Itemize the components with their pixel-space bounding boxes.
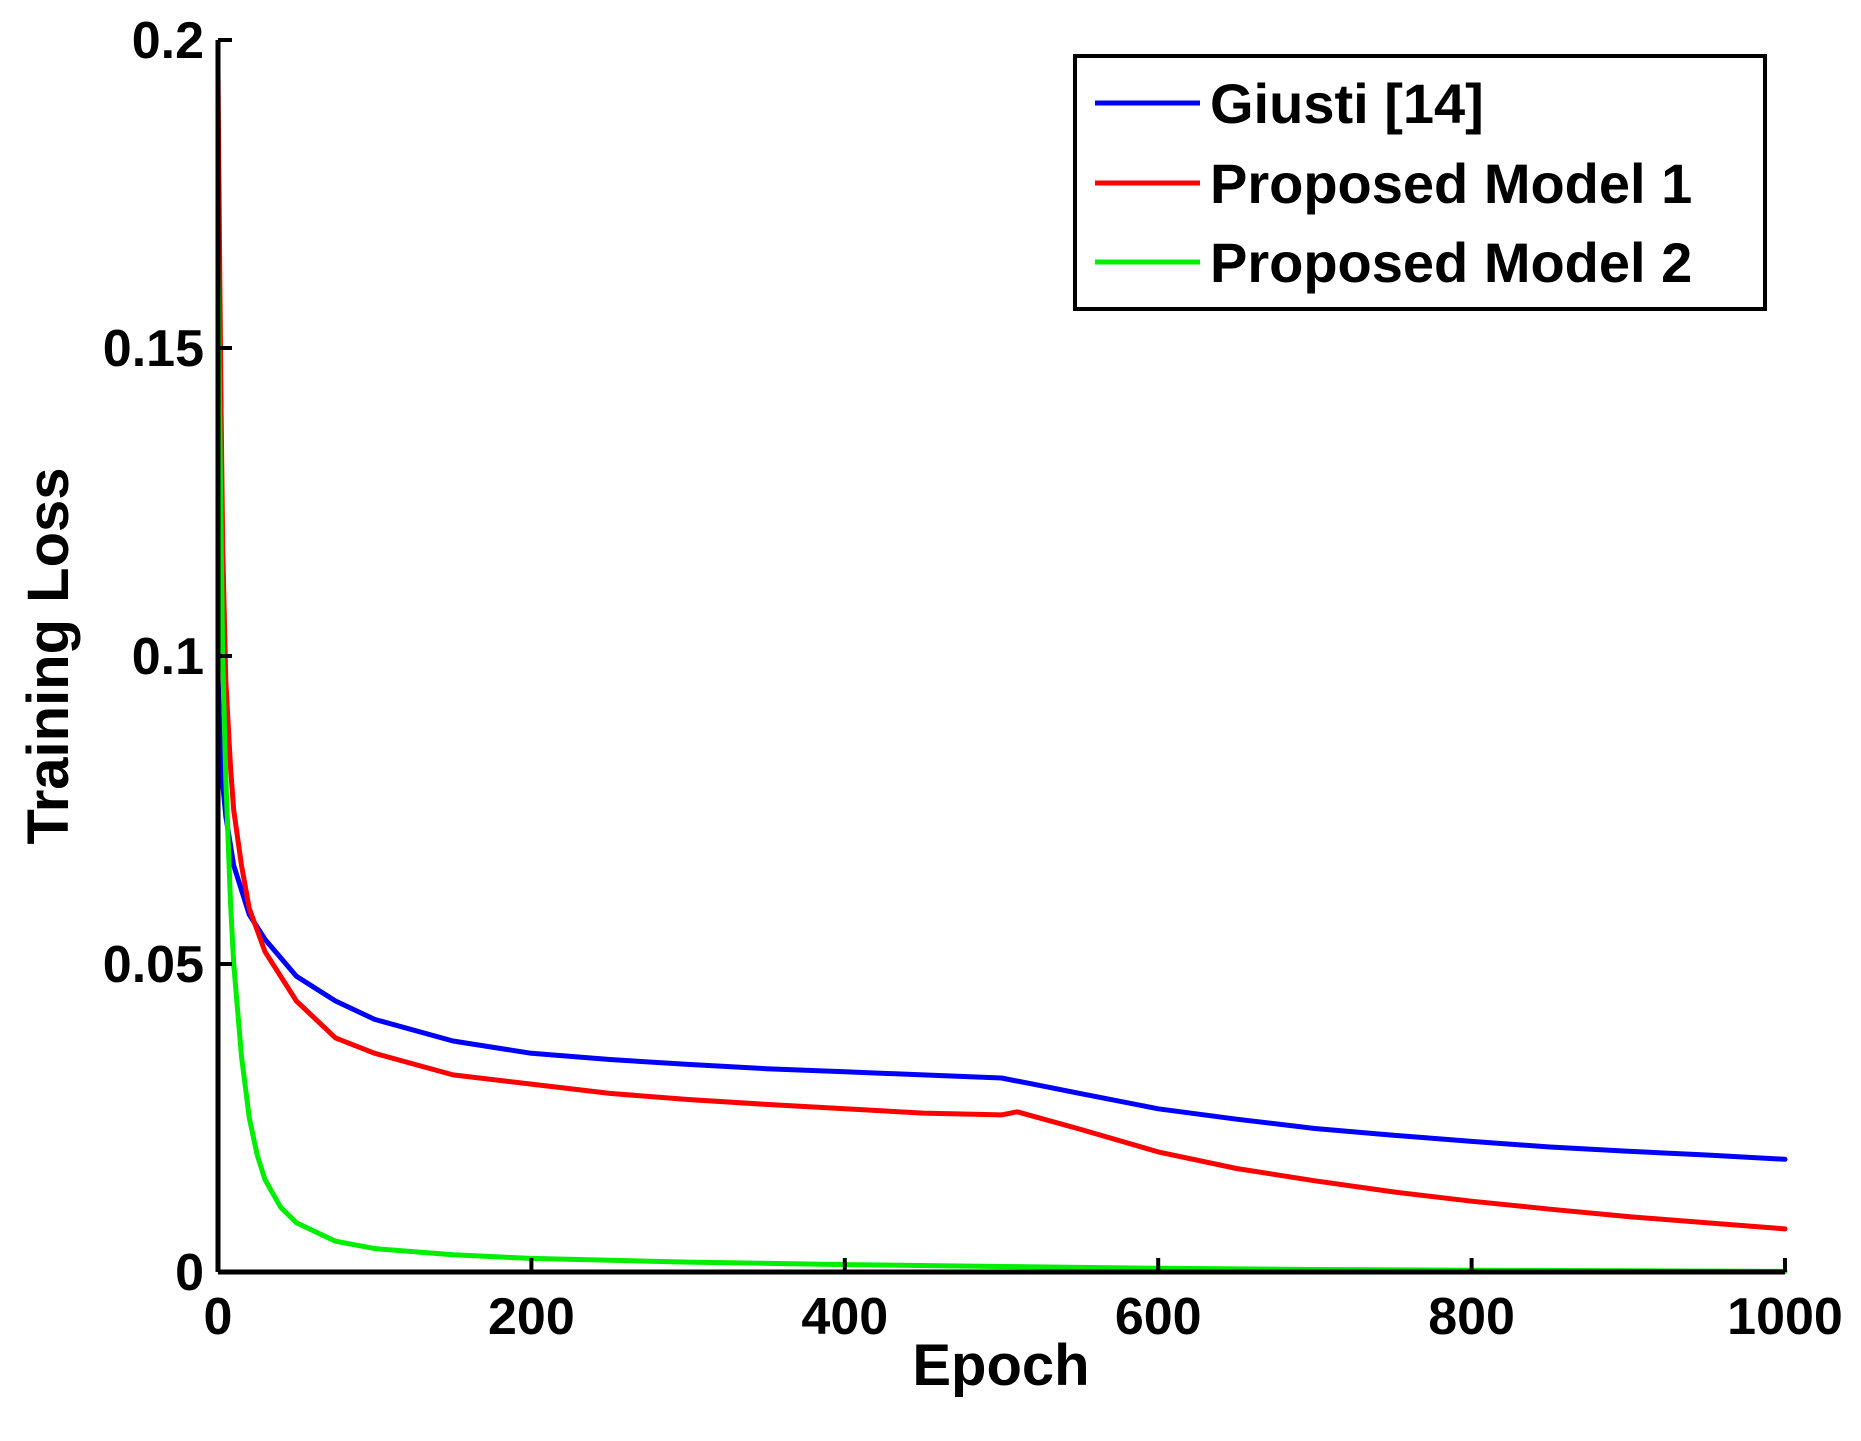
y-tick-label: 0 xyxy=(175,1244,204,1302)
y-tick-label: 0.1 xyxy=(132,628,204,686)
legend-label-2: Proposed Model 1 xyxy=(1210,152,1692,215)
legend-label-3: Proposed Model 2 xyxy=(1210,231,1692,294)
x-axis-title: Epoch xyxy=(912,1333,1089,1398)
y-tick-label: 0.2 xyxy=(132,12,204,70)
x-tick-label: 200 xyxy=(488,1288,575,1346)
x-tick-label: 400 xyxy=(801,1288,888,1346)
x-tick-label: 600 xyxy=(1115,1288,1202,1346)
legend-entries: Giusti [14] Proposed Model 1 Proposed Mode… xyxy=(1095,72,1692,294)
x-ticks: 0 200 400 600 800 1000 xyxy=(204,1258,1843,1346)
x-tick-label: 0 xyxy=(204,1288,233,1346)
y-tick-label: 0.15 xyxy=(103,320,204,378)
legend: Giusti [14] Proposed Model 1 Proposed Mode… xyxy=(1073,54,1767,311)
x-tick-label: 1000 xyxy=(1727,1288,1843,1346)
y-axis-title: Training Loss xyxy=(16,467,81,844)
legend-label-1: Giusti [14] xyxy=(1210,72,1484,135)
y-ticks: 0 0.05 0.1 0.15 0.2 xyxy=(103,12,232,1302)
y-tick-label: 0.05 xyxy=(103,936,204,994)
x-tick-label: 800 xyxy=(1428,1288,1515,1346)
series-line-2 xyxy=(215,68,1788,1232)
